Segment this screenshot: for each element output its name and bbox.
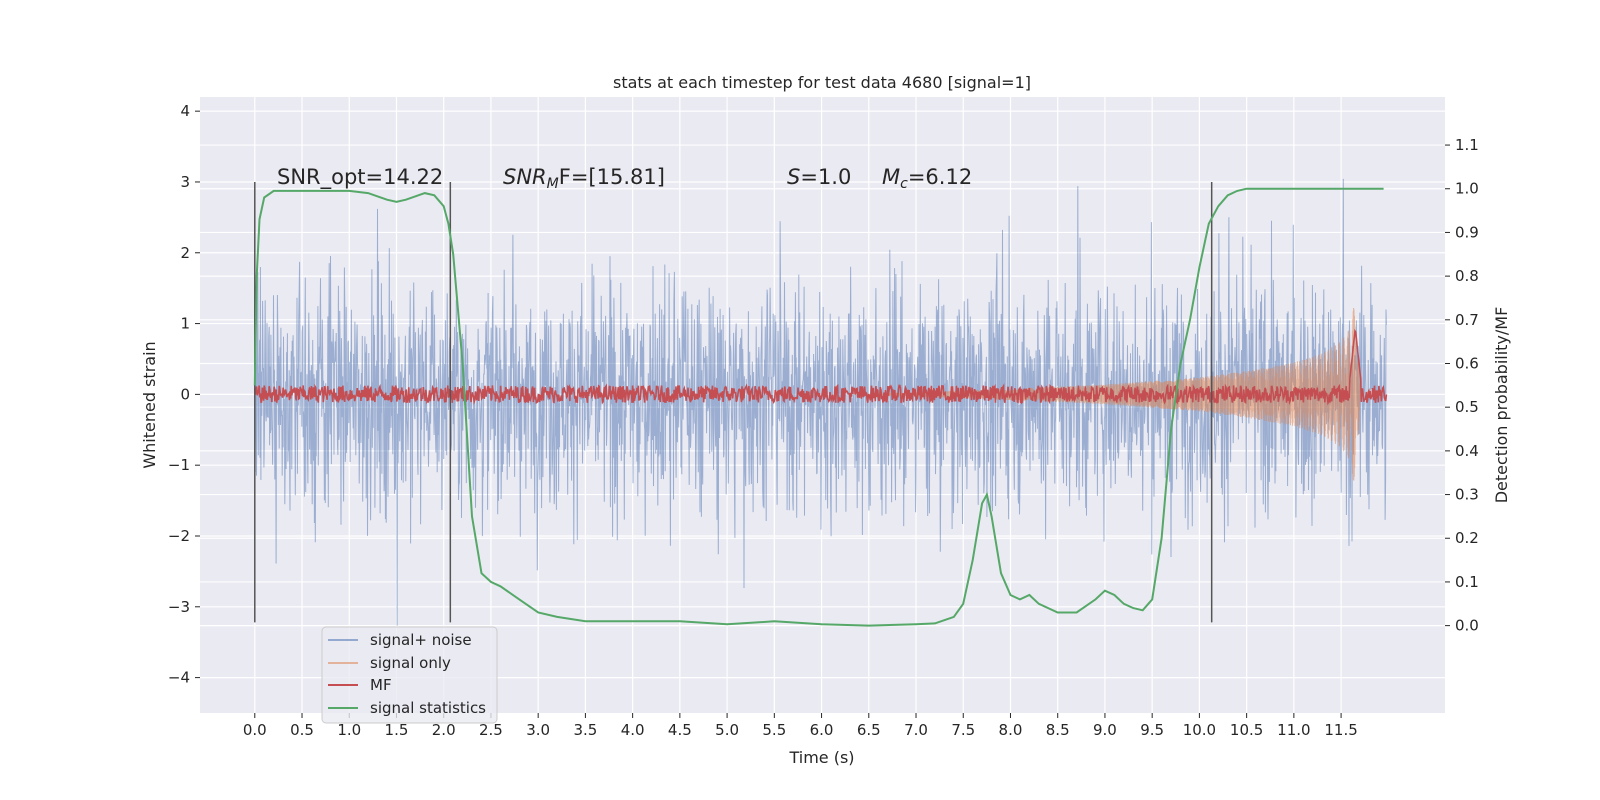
- x-tick-label: 0.5: [290, 721, 314, 739]
- x-tick-label: 5.5: [762, 721, 786, 739]
- y-tick-label: −4: [168, 669, 190, 687]
- x-tick-label: 11.0: [1277, 721, 1310, 739]
- y2-tick-label: 0.6: [1455, 354, 1479, 372]
- legend-label-signal-only: signal only: [370, 654, 451, 672]
- legend-label-signal-noise: signal+ noise: [370, 631, 472, 649]
- legend-box: [321, 626, 498, 724]
- annotation-snr-opt: SNR_opt=14.22: [277, 165, 443, 190]
- signal-statistics-line: [253, 187, 1384, 627]
- grid: [200, 97, 1445, 713]
- legend-label-mf: MF: [370, 676, 392, 694]
- x-tick-label: 4.0: [621, 721, 645, 739]
- signal-noise-line: [254, 178, 1387, 626]
- y-tick-label: −1: [168, 456, 190, 474]
- y2-tick-label: 0.8: [1455, 267, 1479, 285]
- x-tick-label: 2.0: [432, 721, 456, 739]
- x-tick-label: 9.5: [1140, 721, 1164, 739]
- x-tick-label: 10.5: [1230, 721, 1263, 739]
- y2-tick-label: 0.9: [1455, 223, 1479, 241]
- x-tick-label: 8.0: [999, 721, 1023, 739]
- x-tick-label: 4.5: [668, 721, 692, 739]
- annotation-mc-subscript: c: [900, 176, 908, 192]
- y2-axis-title: Detection probability/MF: [1492, 307, 1511, 504]
- y2-tick-label: 1.0: [1455, 180, 1479, 198]
- signal-noise-series: [254, 178, 1387, 626]
- x-tick-label: 1.5: [385, 721, 409, 739]
- annotation-snr-mf: SNRMF=[15.81]: [503, 165, 665, 192]
- y-tick-label: 1: [180, 315, 190, 333]
- x-tick-label: 5.0: [715, 721, 739, 739]
- annotation-mc-value: =6.12: [908, 165, 972, 189]
- annotation-s-symbol: S: [787, 165, 800, 189]
- y2-tick-label: 0.2: [1455, 529, 1479, 547]
- x-tick-label: 6.5: [857, 721, 881, 739]
- y-tick-label: 0: [180, 385, 190, 403]
- x-tick-label: 10.0: [1183, 721, 1216, 739]
- mf-series: [254, 328, 1388, 406]
- y-axis-ticks: −4 −3 −2 −1 0 1 2 3 4: [168, 102, 200, 687]
- y2-tick-label: 0.4: [1455, 442, 1479, 460]
- y2-tick-label: 1.1: [1455, 136, 1479, 154]
- annotation-snr-mf-value: F=[15.81]: [559, 165, 665, 189]
- x-tick-label: 9.0: [1093, 721, 1117, 739]
- signal-statistics-series: [253, 187, 1384, 627]
- annotation-snr-mf-subscript: M: [547, 176, 559, 192]
- x-tick-label: 11.5: [1324, 721, 1357, 739]
- annotation-s: S=1.0: [787, 165, 851, 189]
- y-tick-label: 3: [180, 173, 190, 191]
- chart-title: stats at each timestep for test data 468…: [613, 73, 1031, 92]
- annotation-mc: Mc=6.12: [882, 165, 972, 192]
- y2-tick-label: 0.5: [1455, 398, 1479, 416]
- x-tick-label: 1.0: [337, 721, 361, 739]
- y2-tick-label: 0.7: [1455, 311, 1479, 329]
- y-tick-label: −3: [168, 598, 190, 616]
- annotation-snr-mf-part: SNR: [503, 165, 547, 189]
- y2-axis-ticks: 0.0 0.1 0.2 0.3 0.4 0.5 0.6 0.7 0.8 0.9 1.0 1.1: [1445, 136, 1479, 635]
- x-tick-label: 2.5: [479, 721, 503, 739]
- y2-tick-label: 0.3: [1455, 486, 1479, 504]
- annotation-s-value: =1.0: [800, 165, 851, 189]
- x-tick-label: 0.0: [243, 721, 267, 739]
- y-tick-label: −2: [168, 527, 190, 545]
- y2-tick-label: 0.1: [1455, 573, 1479, 591]
- vertical-markers: [254, 181, 1213, 623]
- annotation-mc-symbol: M: [882, 165, 900, 189]
- x-tick-label: 8.5: [1046, 721, 1070, 739]
- x-axis-title: Time (s): [788, 748, 854, 767]
- x-tick-label: 7.0: [904, 721, 928, 739]
- y2-tick-label: 0.0: [1455, 617, 1479, 635]
- mf-line: [254, 328, 1388, 406]
- legend: signal+ noise signal only MF signal stat…: [321, 626, 498, 724]
- x-axis-ticks: 0.0 0.5 1.0 1.5 2.0 2.5 3.0 3.5 4.0 4.5 5.0 5.5 6.0 6…: [243, 713, 1358, 739]
- x-tick-label: 3.5: [573, 721, 597, 739]
- x-tick-label: 6.0: [810, 721, 834, 739]
- x-tick-label: 7.5: [951, 721, 975, 739]
- y-tick-label: 2: [180, 244, 190, 262]
- y-axis-title: Whitened strain: [140, 341, 159, 468]
- legend-label-signal-statistics: signal statistics: [370, 699, 486, 717]
- y-tick-label: 4: [180, 102, 190, 120]
- x-tick-label: 3.0: [526, 721, 550, 739]
